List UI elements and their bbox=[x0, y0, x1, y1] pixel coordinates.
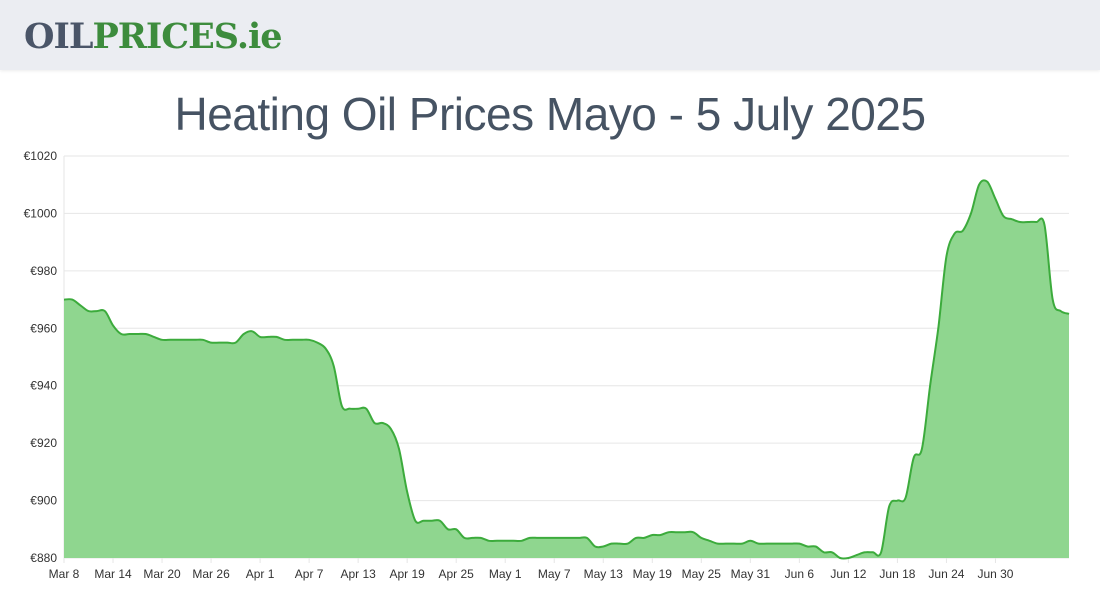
price-area-fill bbox=[64, 180, 1069, 559]
x-tick-label: Mar 26 bbox=[192, 567, 230, 581]
x-tick-label: Jun 6 bbox=[785, 567, 815, 581]
x-tick-label: Jun 24 bbox=[928, 567, 964, 581]
y-tick-label: €900 bbox=[30, 494, 57, 508]
y-tick-label: €1020 bbox=[24, 149, 58, 163]
y-axis-ticks: €880 €900 €920 €940 €960 €980 €1000 €1020 bbox=[24, 149, 58, 565]
x-tick-label: Apr 1 bbox=[246, 567, 275, 581]
x-tick-label: Jun 30 bbox=[977, 567, 1013, 581]
y-tick-label: €940 bbox=[30, 379, 57, 393]
x-tick-label: Mar 8 bbox=[49, 567, 80, 581]
page-title: Heating Oil Prices Mayo - 5 July 2025 bbox=[174, 88, 926, 140]
logo-prices-text: PRICES bbox=[92, 16, 237, 57]
y-tick-label: €880 bbox=[30, 551, 57, 565]
x-axis-ticks: Mar 8 Mar 14 Mar 20 Mar 26 Apr 1 Apr 7 Apr 13 A… bbox=[49, 567, 1014, 581]
x-tick-label: Apr 7 bbox=[295, 567, 324, 581]
x-tick-label: Apr 25 bbox=[439, 567, 475, 581]
x-tick-label: Apr 13 bbox=[340, 567, 376, 581]
y-tick-label: €960 bbox=[30, 321, 57, 335]
x-tick-label: May 1 bbox=[489, 567, 522, 581]
logo-oil-text: OIL bbox=[24, 16, 93, 57]
x-tick-label: Apr 19 bbox=[389, 567, 425, 581]
x-tick-label: May 31 bbox=[731, 567, 771, 581]
x-tick-label: Mar 20 bbox=[143, 567, 181, 581]
y-tick-label: €980 bbox=[30, 264, 57, 278]
logo-tld-text: .ie bbox=[236, 16, 283, 57]
price-line bbox=[63, 179, 1070, 560]
x-tick-label: May 7 bbox=[538, 567, 571, 581]
x-tick-label: Jun 18 bbox=[879, 567, 915, 581]
x-tick-label: May 13 bbox=[584, 567, 624, 581]
x-tick-label: Jun 12 bbox=[830, 567, 866, 581]
header-bar: OILPRICES.ie bbox=[0, 0, 1100, 70]
site-logo[interactable]: OILPRICES.ie bbox=[24, 14, 283, 60]
x-tick-label: Mar 14 bbox=[94, 567, 132, 581]
y-tick-label: €920 bbox=[30, 436, 57, 450]
x-tick-label: May 19 bbox=[633, 567, 673, 581]
y-tick-label: €1000 bbox=[24, 206, 58, 220]
x-tick-label: May 25 bbox=[682, 567, 722, 581]
